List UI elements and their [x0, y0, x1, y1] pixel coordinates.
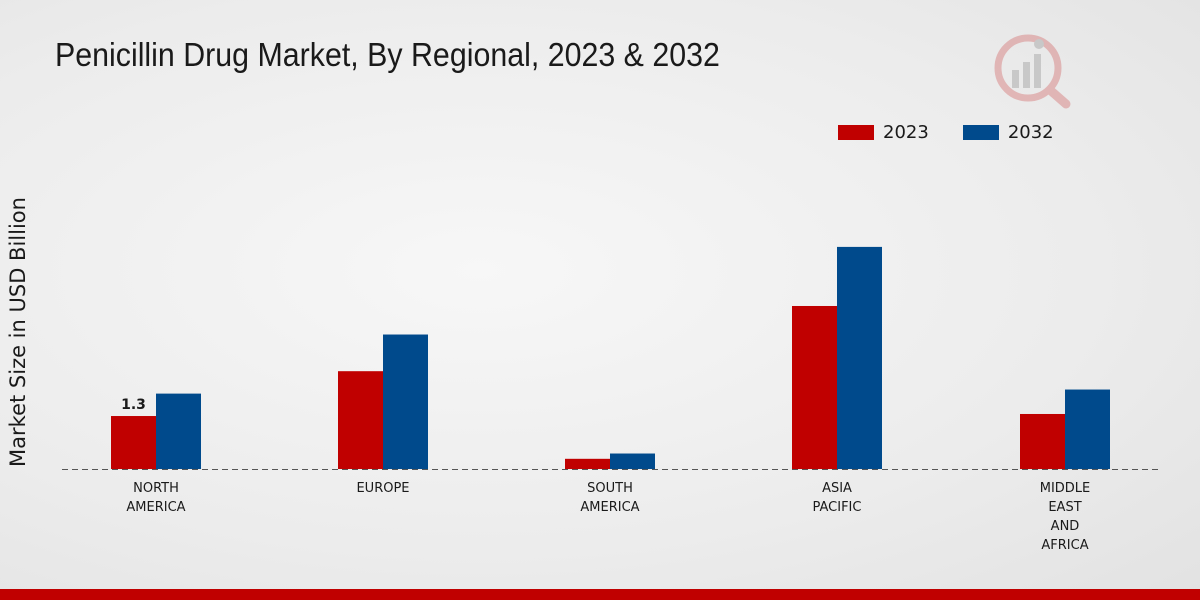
bar-2023-middle-east-and-africa: [1020, 413, 1065, 469]
bar-2032-middle-east-and-africa: [1065, 389, 1110, 469]
legend-swatch-2023: [838, 125, 874, 140]
legend-item-2023: 2023: [838, 122, 929, 143]
x-tick-label-europe: EUROPE: [356, 481, 409, 496]
legend-item-2032: 2032: [962, 122, 1054, 143]
x-tick-label-asia-pacific: ASIA PACIFIC: [813, 481, 862, 515]
bottom-accent-bar: [0, 589, 1200, 600]
bar-2032-asia-pacific: [837, 246, 882, 469]
legend: 2023 2032: [838, 122, 1088, 143]
bar-2023-europe: [338, 371, 383, 469]
chart-title: Penicillin Drug Market, By Regional, 202…: [55, 36, 720, 73]
legend-label-2023: 2023: [883, 122, 929, 143]
bar-2023-asia-pacific: [792, 305, 837, 469]
bar-2032-europe: [383, 334, 428, 469]
x-tick-label-south-america: SOUTH AMERICA: [580, 481, 639, 515]
brand-logo-icon: [994, 34, 1071, 109]
legend-swatch-2032: [962, 125, 999, 140]
x-tick-label-north-america: NORTH AMERICA: [126, 481, 185, 515]
x-tick-label-middle-east-and-africa: MIDDLE EAST AND AFRICA: [1040, 481, 1091, 553]
bar-2023-south-america: [565, 458, 610, 469]
bar-2023-north-america: [111, 416, 156, 469]
legend-label-2032: 2032: [1007, 122, 1054, 143]
bar-2032-north-america: [156, 393, 201, 469]
data-label-2023-0: 1.3: [121, 397, 146, 413]
bar-2032-south-america: [610, 453, 655, 469]
